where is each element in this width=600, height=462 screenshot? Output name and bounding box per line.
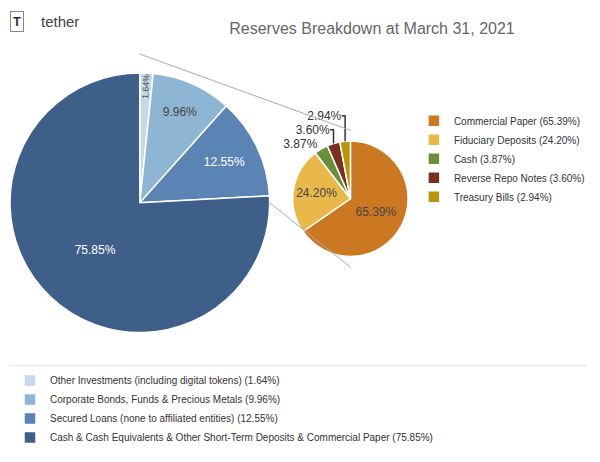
svg-text:Other Investments (including d: Other Investments (including digital tok… <box>50 375 280 386</box>
svg-text:1.64%: 1.64% <box>140 74 151 99</box>
svg-text:tether: tether <box>41 13 79 30</box>
svg-text:2.94%: 2.94% <box>307 109 341 123</box>
svg-text:T: T <box>13 14 21 29</box>
svg-text:3.87%: 3.87% <box>283 137 317 151</box>
svg-text:Cash (3.87%): Cash (3.87%) <box>454 154 515 165</box>
svg-text:24.20%: 24.20% <box>296 186 337 200</box>
svg-text:Fiduciary Deposits (24.20%): Fiduciary Deposits (24.20%) <box>454 135 580 146</box>
svg-text:65.39%: 65.39% <box>355 205 396 219</box>
svg-text:12.55%: 12.55% <box>204 155 245 169</box>
svg-text:Treasury Bills (2.94%): Treasury Bills (2.94%) <box>454 192 552 203</box>
svg-text:9.96%: 9.96% <box>163 105 197 119</box>
svg-text:Reverse Repo Notes (3.60%): Reverse Repo Notes (3.60%) <box>454 173 585 184</box>
svg-text:Secured Loans (none to affilia: Secured Loans (none to affiliated entiti… <box>50 413 278 424</box>
svg-text:Commercial Paper (65.39%): Commercial Paper (65.39%) <box>454 116 580 127</box>
svg-text:Reserves Breakdown at March 31: Reserves Breakdown at March 31, 2021 <box>229 20 515 37</box>
svg-text:3.60%: 3.60% <box>296 123 330 137</box>
svg-text:Cash & Cash Equivalents & Othe: Cash & Cash Equivalents & Other Short-Te… <box>50 432 433 443</box>
svg-text:Corporate Bonds, Funds & Preci: Corporate Bonds, Funds & Precious Metals… <box>50 394 280 405</box>
svg-text:75.85%: 75.85% <box>75 243 116 257</box>
